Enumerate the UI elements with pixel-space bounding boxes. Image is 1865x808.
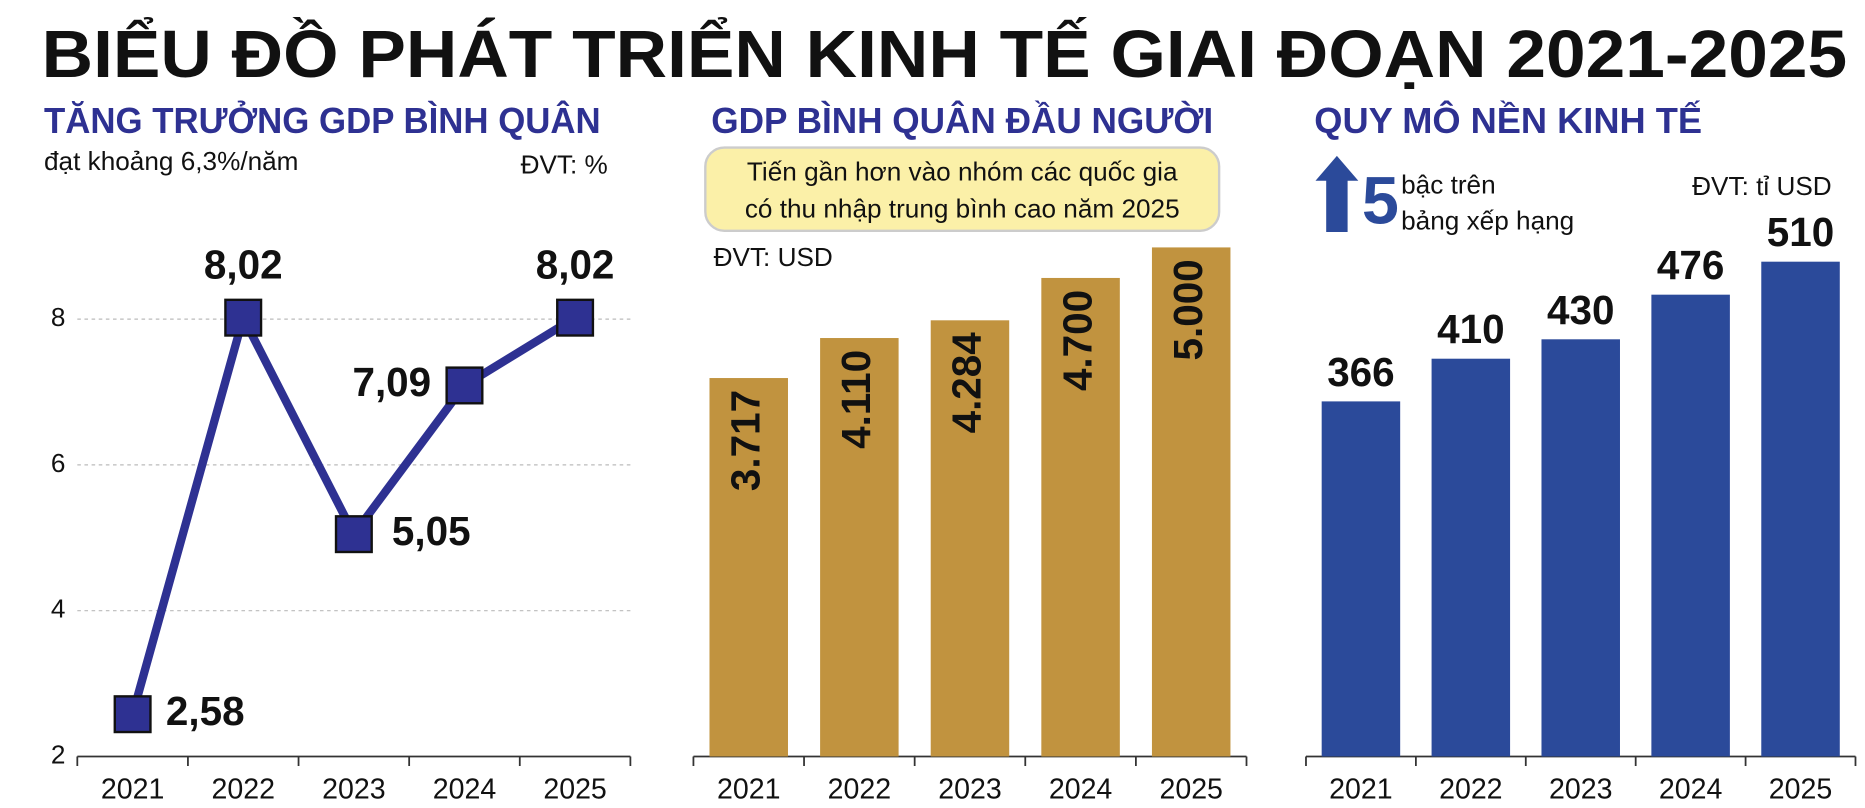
bar — [1541, 339, 1620, 757]
y-tick-label: 4 — [51, 594, 66, 624]
x-tick-label: 2025 — [1769, 774, 1832, 806]
marker — [224, 298, 263, 337]
value-label: 2,58 — [166, 688, 245, 734]
unit-label: ĐVT: USD — [714, 242, 833, 272]
value-label: 3.717 — [722, 390, 768, 491]
x-tick-label: 2023 — [1549, 774, 1612, 806]
annotation: Tiến gần hơn vào nhóm các quốc gia — [747, 157, 1178, 187]
x-tick-label: 2022 — [828, 774, 891, 806]
value-label: 5,05 — [392, 508, 471, 554]
bar — [820, 338, 899, 757]
x-tick-label: 2023 — [322, 774, 385, 806]
value-label: 8,02 — [204, 241, 283, 287]
x-tick-label: 2025 — [1159, 774, 1222, 806]
annotation: bảng xếp hạng — [1401, 205, 1574, 235]
x-tick-label: 2022 — [1439, 774, 1502, 806]
marker — [113, 695, 152, 734]
value-label: 430 — [1547, 287, 1614, 333]
bar — [1151, 247, 1231, 757]
x-tick-label: 2025 — [543, 774, 606, 806]
bar — [930, 320, 1010, 757]
marker — [445, 366, 484, 405]
annotation: có thu nhập trung bình cao năm 2025 — [745, 193, 1180, 223]
annotation: bậc trên — [1401, 170, 1496, 200]
value-label: 4.284 — [944, 332, 990, 434]
main-title: BIỂU ĐỒ PHÁT TRIỂN KINH TẾ GIAI ĐOẠN 202… — [42, 17, 1848, 92]
bar — [1041, 277, 1120, 757]
value-label: 5.000 — [1165, 259, 1211, 360]
x-tick-label: 2024 — [1049, 774, 1113, 806]
value-label: 8,02 — [536, 241, 615, 287]
x-tick-label: 2021 — [717, 774, 780, 806]
value-label: 4.700 — [1054, 290, 1100, 391]
marker — [334, 515, 373, 554]
value-label: 366 — [1327, 349, 1394, 395]
chart-title: TĂNG TRƯỞNG GDP BÌNH QUÂN — [44, 101, 601, 141]
marker — [556, 298, 595, 337]
value-label: 476 — [1657, 242, 1724, 288]
chart-title: GDP BÌNH QUÂN ĐẦU NGƯỜI — [711, 101, 1213, 141]
unit-label: ĐVT: tỉ USD — [1692, 171, 1832, 201]
annotation-number: 5 — [1362, 164, 1399, 238]
bar — [1651, 294, 1730, 757]
value-label: 510 — [1767, 209, 1834, 255]
annotation-box — [704, 146, 1221, 232]
chart-title: QUY MÔ NỀN KINH TẾ — [1314, 101, 1702, 141]
bar — [709, 378, 788, 757]
value-label: 410 — [1437, 306, 1504, 352]
value-label: 7,09 — [352, 359, 431, 405]
bar — [1431, 358, 1511, 757]
x-tick-label: 2022 — [211, 774, 274, 806]
x-tick-label: 2021 — [101, 774, 164, 806]
y-tick-label: 6 — [51, 448, 66, 478]
x-tick-label: 2023 — [938, 774, 1001, 806]
subtitle: đạt khoảng 6,3%/năm — [44, 146, 298, 176]
bar — [1321, 401, 1401, 757]
unit-label: ĐVT: % — [521, 149, 608, 179]
y-tick-label: 8 — [51, 302, 66, 332]
x-tick-label: 2024 — [433, 774, 497, 806]
up-arrow — [1315, 155, 1359, 232]
y-tick-label: 2 — [51, 739, 66, 769]
value-label: 4.110 — [833, 350, 879, 449]
x-tick-label: 2024 — [1659, 774, 1723, 806]
x-tick-label: 2021 — [1329, 774, 1392, 806]
bar — [1761, 261, 1840, 757]
